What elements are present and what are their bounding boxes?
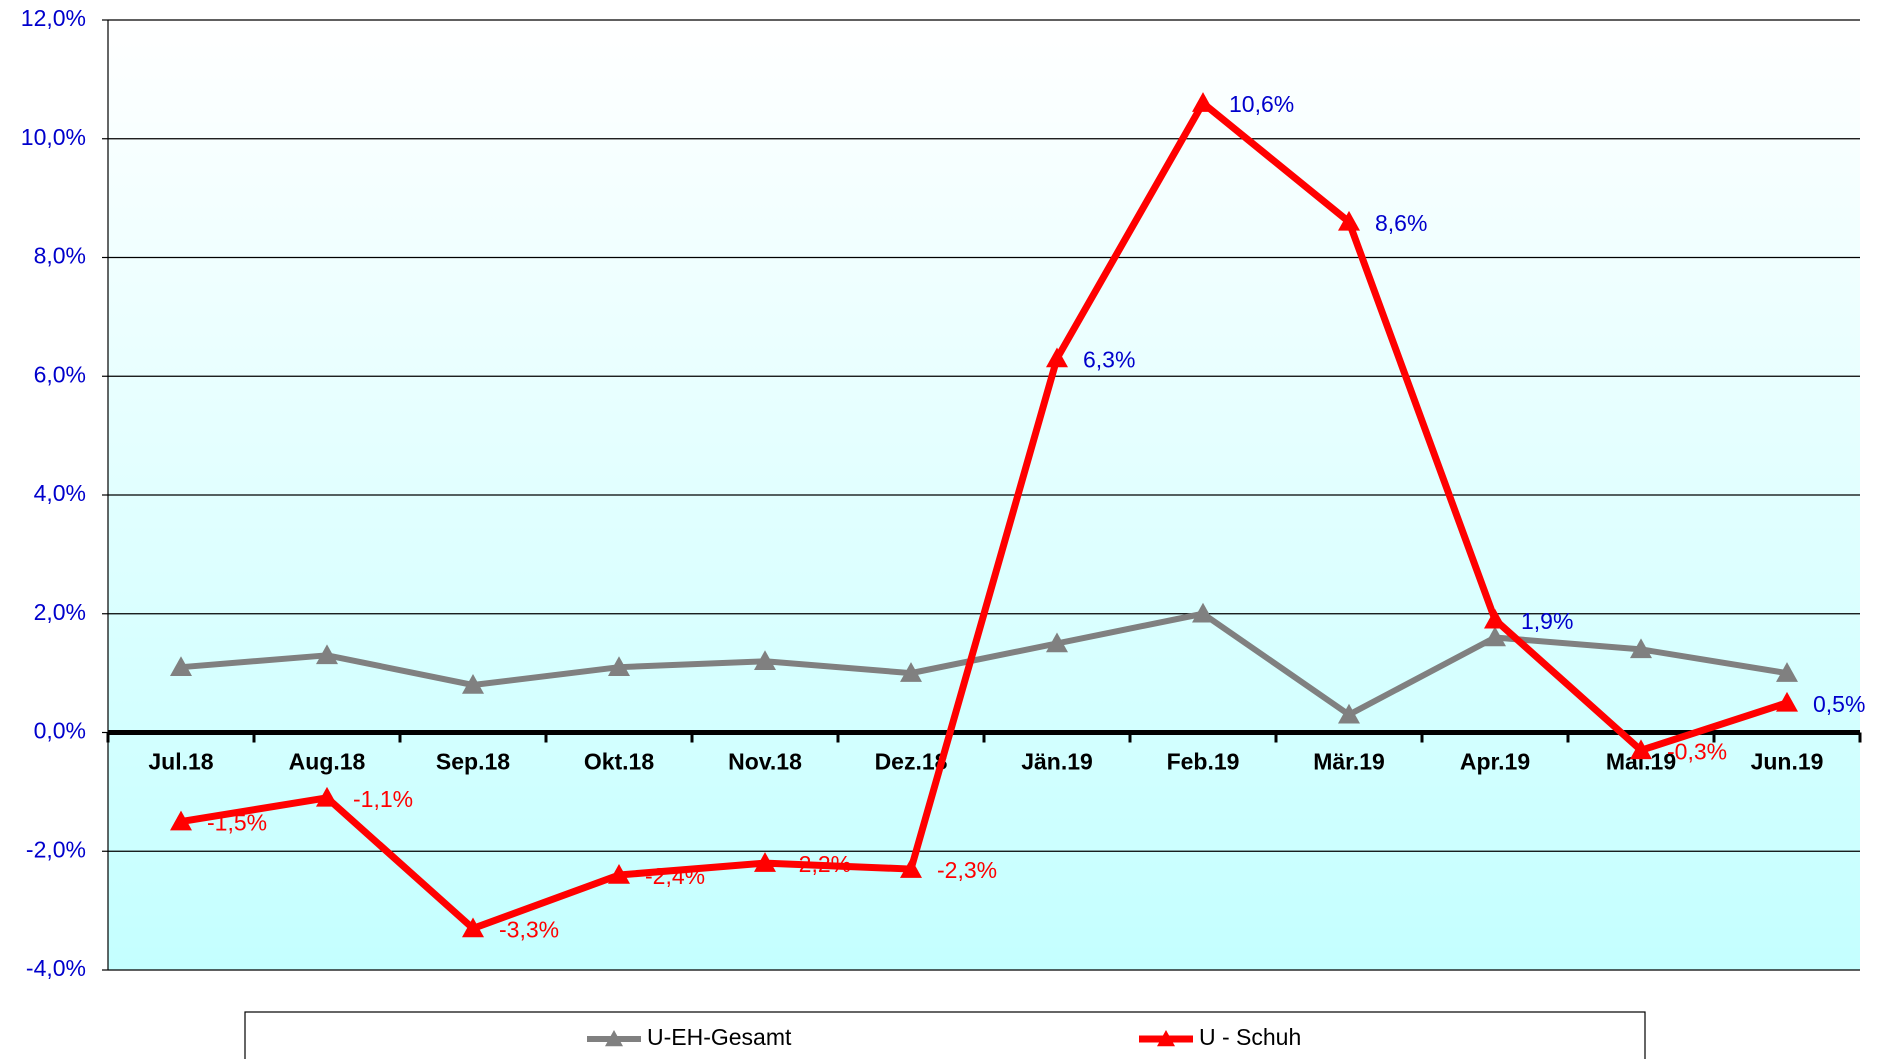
x-tick-label: Feb.19 — [1167, 749, 1240, 775]
marker — [1192, 602, 1214, 623]
data-label: -1,1% — [353, 786, 413, 812]
data-label: 10,6% — [1229, 91, 1294, 117]
x-tick-label: Jul.18 — [148, 749, 213, 775]
marker — [1484, 608, 1506, 629]
marker — [316, 786, 338, 807]
data-label: 0,5% — [1813, 691, 1865, 717]
x-tick-label: Jän.19 — [1021, 749, 1093, 775]
marker — [754, 852, 776, 872]
legend-marker — [1157, 1030, 1175, 1047]
x-tick-label: Okt.18 — [584, 749, 655, 775]
data-label: -0,3% — [1667, 738, 1727, 764]
x-tick-label: Mär.19 — [1313, 749, 1385, 775]
legend — [244, 1011, 1646, 1064]
x-tick-label: Dez.18 — [875, 749, 948, 775]
marker — [1630, 638, 1652, 659]
marker — [170, 656, 192, 676]
y-tick-label: -4,0% — [26, 955, 86, 981]
marker — [900, 858, 922, 878]
x-tick-label: Nov.18 — [728, 749, 802, 775]
y-tick-label: 12,0% — [21, 5, 86, 31]
y-tick-label: 10,0% — [21, 124, 86, 150]
marker — [608, 864, 630, 884]
y-tick-label: 8,0% — [34, 243, 86, 269]
y-tick-label: 6,0% — [34, 361, 86, 387]
series-line — [180, 99, 1789, 932]
marker — [1192, 92, 1214, 112]
marker — [1338, 210, 1360, 231]
marker — [316, 644, 338, 665]
marker — [1776, 662, 1798, 682]
x-tick-label: Apr.19 — [1460, 749, 1530, 775]
marker — [170, 810, 192, 831]
legend-marker — [605, 1030, 623, 1047]
marker — [754, 650, 776, 671]
data-label: 1,9% — [1521, 608, 1573, 634]
data-label: -3,3% — [499, 917, 559, 943]
x-tick-label: Aug.18 — [289, 749, 366, 775]
data-label: -1,5% — [207, 810, 267, 836]
marker — [1338, 703, 1360, 724]
y-tick-label: 4,0% — [34, 480, 86, 506]
marker — [1046, 632, 1068, 653]
data-label: -2,3% — [937, 857, 997, 883]
x-tick-label: Sep.18 — [436, 749, 510, 775]
data-label: 6,3% — [1083, 347, 1135, 373]
marker — [1046, 347, 1068, 368]
marker — [1776, 691, 1798, 712]
marker — [608, 656, 630, 676]
marker — [462, 674, 484, 694]
marker — [462, 917, 484, 938]
data-label: -2,4% — [645, 863, 705, 889]
data-label: 8,6% — [1375, 210, 1427, 236]
legend-label: U-EH-Gesamt — [647, 1024, 792, 1050]
data-label: -2,2% — [791, 851, 851, 877]
y-tick-label: -2,0% — [26, 836, 86, 862]
x-tick-label: Jun.19 — [1751, 749, 1824, 775]
y-tick-label: 2,0% — [34, 599, 86, 625]
legend-label: U - Schuh — [1199, 1024, 1301, 1050]
y-tick-label: 0,0% — [34, 718, 86, 744]
marker — [900, 662, 922, 682]
marker — [1484, 626, 1506, 647]
marker — [1630, 739, 1652, 760]
